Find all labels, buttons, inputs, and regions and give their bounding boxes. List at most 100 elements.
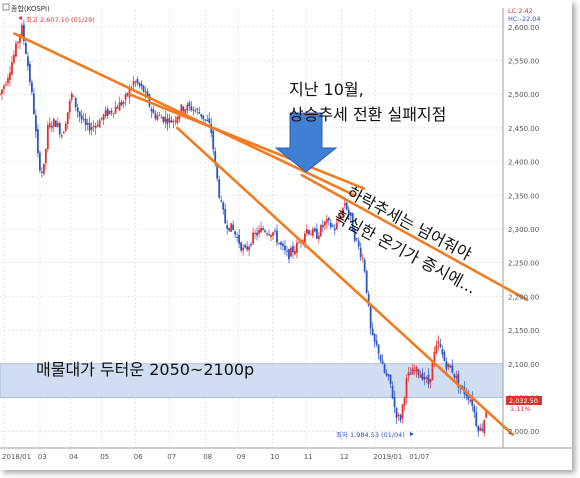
candle-body [437, 341, 440, 344]
candle-body [429, 378, 432, 383]
candle-body [349, 212, 352, 216]
candle-body [78, 111, 81, 117]
candle-body [68, 100, 71, 113]
x-tick-label: 2019/01 [373, 453, 402, 461]
candle-body [286, 250, 288, 252]
candle-body [361, 258, 364, 260]
x-tick-label: 03 [38, 453, 47, 461]
candle-body [190, 106, 193, 111]
candle-body [403, 398, 406, 406]
low-arrow-icon [410, 432, 414, 436]
y-tick-label: 2,450.00 [508, 125, 539, 133]
low-marker: 최저 1,984.53 (01/04) [336, 430, 414, 439]
candle-body [132, 80, 135, 86]
chart-header: 종합(KOSPI) [2, 3, 50, 13]
legend-lc: LC:2.42 [508, 7, 533, 15]
candle-body [180, 104, 183, 114]
candle-body [116, 107, 119, 109]
candle-body [258, 229, 260, 234]
candle-body [36, 129, 39, 154]
candle-body [367, 294, 370, 306]
candle-body [423, 376, 426, 380]
candle-body [351, 213, 354, 232]
candle-body [383, 364, 386, 373]
candle-body [445, 361, 448, 370]
candle-body [114, 106, 117, 114]
candle-body [84, 118, 87, 125]
candle-body [323, 221, 326, 226]
candle-body [104, 110, 107, 116]
candle-body [284, 245, 286, 251]
candle-body [13, 54, 15, 63]
candle-body [246, 246, 249, 250]
candle-body [363, 259, 366, 272]
candle-body [301, 240, 304, 242]
y-tick-label: 2,200.00 [508, 293, 539, 301]
legend-hc: HC:-22.04 [508, 15, 541, 23]
candle-body [290, 247, 292, 257]
candle-body [256, 232, 258, 236]
candle-body [413, 369, 416, 371]
candle-body [206, 120, 209, 122]
candle-body [122, 101, 125, 104]
candle-body [218, 179, 221, 198]
candle-body [443, 352, 446, 361]
high-label: 최고 2,607.10 (01/29) [26, 15, 95, 24]
candle-body [30, 82, 33, 93]
candle-body [303, 233, 306, 243]
candle-body [3, 85, 5, 90]
candle-body [377, 344, 380, 354]
candle-body [357, 240, 360, 247]
candle-body [347, 209, 350, 214]
candle-body [481, 428, 484, 431]
candle-body [343, 203, 346, 206]
candle-body [124, 94, 127, 100]
candle-body [371, 328, 374, 335]
candle-body [5, 84, 7, 86]
candle-body [202, 115, 205, 120]
candle-body [321, 225, 324, 228]
candle-body [395, 407, 398, 418]
candle-body [419, 374, 422, 378]
candle-body [248, 246, 250, 251]
candle-body [260, 227, 262, 233]
trendline [300, 173, 529, 302]
candle-body [280, 242, 282, 245]
candle-body [222, 202, 225, 210]
candle-body [325, 218, 328, 223]
candle-body [485, 411, 488, 418]
candle-body [170, 120, 173, 123]
candle-body [401, 404, 404, 419]
candle-body [264, 230, 266, 232]
candle-body [469, 399, 472, 402]
candle-body [182, 106, 185, 112]
candle-body [204, 119, 207, 121]
candle-body [282, 243, 284, 247]
candle-body [385, 372, 388, 376]
candle-body [198, 112, 201, 114]
x-tick-label: 07 [167, 453, 176, 461]
candle-body [252, 232, 254, 244]
candle-body [327, 217, 330, 221]
candle-body [391, 385, 394, 399]
candle-body [242, 247, 245, 251]
candle-body [138, 82, 141, 86]
candle-body [120, 102, 123, 106]
candle-body [441, 348, 444, 355]
candle-body [192, 109, 195, 111]
candle-body [345, 202, 348, 210]
candle-body [365, 270, 368, 293]
candle-body [188, 102, 191, 107]
candle-body [200, 114, 203, 117]
candle-body [307, 230, 310, 235]
candle-body [1, 89, 3, 94]
candle-body [100, 117, 103, 119]
candle-body [268, 234, 270, 236]
candle-body [435, 345, 438, 353]
candle-body [56, 123, 59, 127]
candle-body [425, 377, 428, 380]
x-tick-label: 12 [340, 453, 349, 461]
candle-body [359, 247, 362, 258]
candle-body [335, 222, 338, 230]
candle-body [296, 242, 298, 253]
